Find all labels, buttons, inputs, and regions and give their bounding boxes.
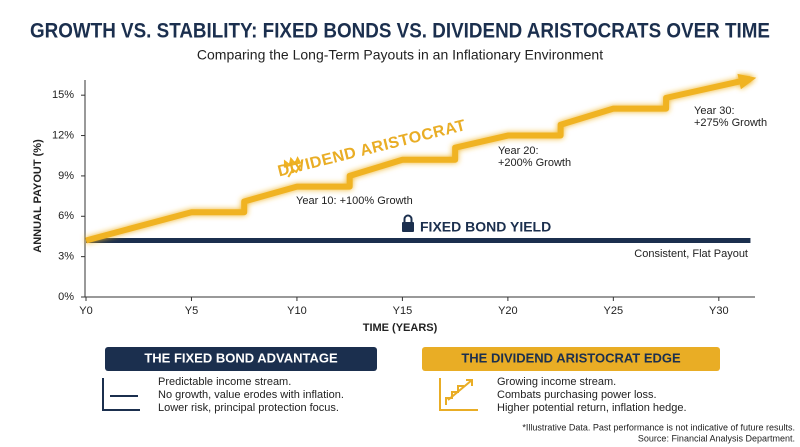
- panel-header: [422, 347, 720, 371]
- bond-icon: [102, 378, 140, 411]
- panel-item: Growing income stream.: [497, 376, 616, 388]
- y-tick-label: 9%: [58, 170, 74, 182]
- panel-title: THE DIVIDEND ARISTOCRAT EDGE: [461, 350, 681, 365]
- panel-item: Predictable income stream.: [158, 376, 291, 388]
- y-tick-label: 6%: [58, 210, 74, 222]
- annotation: Year 10: +100% Growth: [296, 195, 413, 207]
- y-tick-label: 15%: [52, 89, 74, 101]
- chart-title: GROWTH VS. STABILITY: FIXED BONDS VS. DI…: [30, 20, 770, 43]
- x-tick-label: Y0: [79, 305, 92, 317]
- growth-icon: [439, 378, 478, 411]
- panel-item: Lower risk, principal protection focus.: [158, 402, 339, 414]
- chart-subtitle: Comparing the Long-Term Payouts in an In…: [197, 47, 603, 63]
- annotation: Year 30:: [694, 105, 735, 117]
- annotation: +275% Growth: [694, 117, 767, 129]
- lock-icon: [402, 214, 414, 232]
- x-axis-title: TIME (YEARS): [363, 322, 438, 334]
- panel-item: No growth, value erodes with inflation.: [158, 389, 344, 401]
- panel-item: Higher potential return, inflation hedge…: [497, 402, 687, 414]
- panel-header: [105, 347, 377, 371]
- x-tick-label: Y5: [185, 305, 198, 317]
- footnote: *Illustrative Data. Past performance is …: [522, 422, 795, 432]
- y-tick-label: 3%: [58, 251, 74, 263]
- x-tick-label: Y30: [709, 305, 729, 317]
- x-tick-label: Y20: [498, 305, 518, 317]
- x-tick-label: Y10: [287, 305, 307, 317]
- x-tick-label: Y15: [393, 305, 413, 317]
- x-tick-label: Y25: [604, 305, 624, 317]
- panel-title: THE FIXED BOND ADVANTAGE: [144, 350, 338, 365]
- y-tick-label: 0%: [58, 291, 74, 303]
- arrow-head: [737, 73, 757, 90]
- annotation: Year 20:: [498, 145, 539, 157]
- footnote: Source: Financial Analysis Department.: [638, 433, 795, 443]
- annotation: +200% Growth: [498, 157, 571, 169]
- panel-item: Combats purchasing power loss.: [497, 389, 657, 401]
- series-line: [85, 76, 752, 244]
- y-tick-label: 12%: [52, 129, 74, 141]
- y-axis-title: ANNUAL PAYOUT (%): [32, 139, 44, 253]
- annotation: Consistent, Flat Payout: [634, 248, 748, 260]
- crown-icon: [283, 156, 302, 178]
- series-label: FIXED BOND YIELD: [420, 219, 551, 235]
